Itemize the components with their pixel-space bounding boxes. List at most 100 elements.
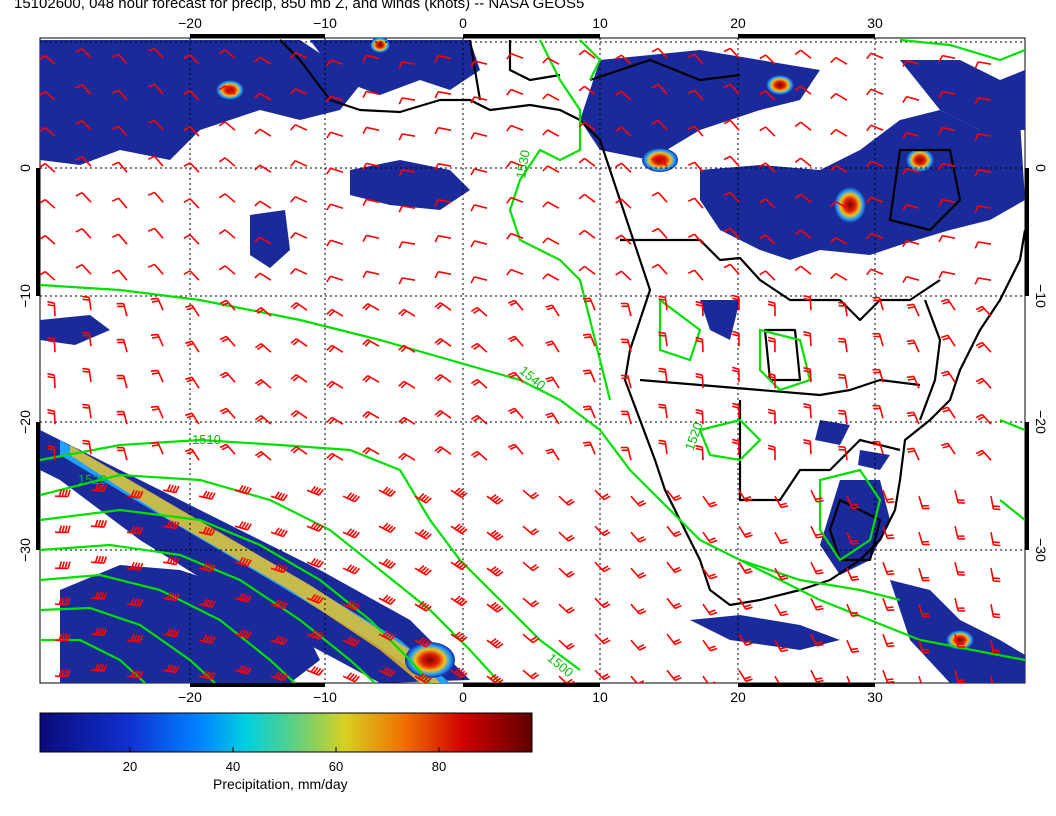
wind-barb <box>398 277 416 285</box>
wind-barb <box>687 53 704 65</box>
wind-barb <box>506 160 524 168</box>
wind-barb <box>254 306 272 317</box>
wind-barb <box>218 193 236 203</box>
bottom-lon-labels: −20 −10 0 10 20 30 <box>178 689 883 705</box>
wind-barb <box>254 342 272 353</box>
wind-barb <box>738 633 753 646</box>
wind-barb <box>687 89 704 101</box>
lat-label: −30 <box>17 538 33 562</box>
wind-barb <box>723 191 740 203</box>
wind-barb <box>866 124 884 132</box>
wind-barb <box>872 332 884 347</box>
wind-barb <box>40 234 56 245</box>
wind-barb <box>414 565 432 576</box>
wind-barb <box>75 155 92 167</box>
wind-barb <box>398 169 416 177</box>
wind-barb <box>434 445 452 455</box>
wind-barb <box>185 304 200 317</box>
wind-barb <box>434 373 452 383</box>
wind-barb <box>774 603 789 617</box>
wind-barb <box>794 85 812 95</box>
lon-label: 20 <box>730 15 746 31</box>
wind-barb <box>522 597 540 608</box>
wind-barb <box>362 270 380 278</box>
wind-barb <box>198 490 216 500</box>
wind-barb <box>254 56 272 65</box>
wind-barb <box>723 263 740 275</box>
wind-barb <box>830 272 848 281</box>
wind-barb <box>846 495 860 509</box>
wind-barb <box>40 198 56 209</box>
wind-barb <box>82 367 92 383</box>
wind-barb <box>723 155 740 167</box>
wind-barb <box>111 89 128 101</box>
wind-barb <box>326 416 344 425</box>
wind-barb <box>82 295 92 311</box>
wind-barb <box>974 61 992 69</box>
wind-barb <box>731 438 740 455</box>
wind-barb <box>838 373 848 389</box>
wind-barb <box>759 54 776 65</box>
wind-barb <box>362 411 380 419</box>
wind-barb <box>620 302 632 317</box>
wind-barb <box>414 637 432 648</box>
lat-label: −10 <box>17 284 33 308</box>
wind-barb <box>486 529 504 541</box>
wind-barb <box>378 594 396 606</box>
wind-barb <box>620 410 632 425</box>
wind-barb <box>578 265 596 275</box>
wind-barb <box>687 197 704 209</box>
wind-barb <box>326 452 344 461</box>
wind-barb <box>470 378 488 389</box>
wind-barb <box>470 450 488 461</box>
wind-barb <box>434 126 452 135</box>
wind-barb <box>810 669 824 683</box>
wind-barb <box>578 121 596 131</box>
wind-barb <box>90 627 108 636</box>
wind-barb <box>150 405 164 419</box>
wind-barb <box>558 639 575 650</box>
wind-barb <box>666 561 682 574</box>
wind-barb <box>47 444 56 461</box>
top-lon-labels: −20 −10 0 10 20 30 <box>178 15 883 31</box>
wind-barb <box>470 204 488 212</box>
wind-barb <box>522 489 540 500</box>
wind-barb <box>767 300 776 317</box>
colorbar-tick: 60 <box>328 759 344 774</box>
wind-barb <box>938 126 956 135</box>
wind-barb <box>234 520 252 531</box>
wind-barb <box>866 88 884 96</box>
wind-barb <box>975 413 992 425</box>
wind-barb <box>234 664 252 675</box>
wind-barb <box>651 47 668 59</box>
wind-barb <box>938 234 956 243</box>
wind-barb <box>111 125 128 137</box>
wind-barb <box>362 162 380 170</box>
lon-label: −20 <box>178 689 202 705</box>
wind-barb <box>846 567 860 581</box>
wind-barb <box>414 601 432 612</box>
wind-barb <box>582 405 596 419</box>
wind-barb <box>630 495 647 507</box>
wind-barb <box>846 603 860 617</box>
wind-barb <box>974 277 992 285</box>
wind-barb <box>378 522 396 534</box>
wind-barb <box>219 407 236 419</box>
wind-barb <box>362 198 380 206</box>
wind-barb <box>254 450 272 461</box>
wind-barb <box>434 409 452 419</box>
geopotential-contours <box>40 38 1025 683</box>
wind-barb <box>767 408 776 425</box>
wind-barb <box>902 95 920 104</box>
wind-barb <box>695 444 704 461</box>
wind-barb <box>630 531 647 543</box>
wind-barb <box>150 369 164 383</box>
colorbar-ticks <box>129 747 440 752</box>
wind-barb <box>687 269 704 281</box>
wind-barb <box>398 61 416 69</box>
wind-barb <box>470 306 488 317</box>
wind-barb <box>810 561 824 575</box>
wind-barb <box>615 234 632 245</box>
wind-barb <box>794 193 812 203</box>
wind-barb <box>362 447 380 455</box>
